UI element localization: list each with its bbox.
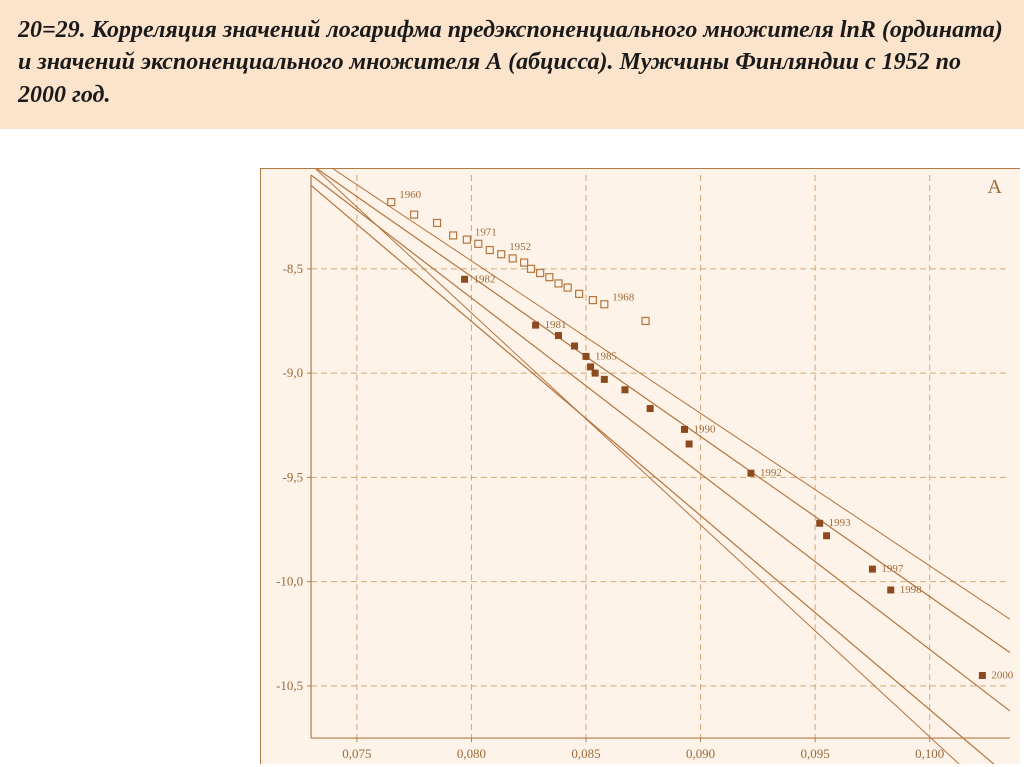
svg-text:0,100: 0,100 [915, 746, 944, 761]
svg-text:1985: 1985 [595, 350, 617, 362]
svg-text:1982: 1982 [474, 273, 496, 285]
svg-text:2000: 2000 [991, 669, 1013, 681]
page-title: 20=29. Корреляция значений логарифма пре… [18, 17, 1003, 108]
svg-text:1990: 1990 [694, 423, 716, 435]
svg-text:-8,5: -8,5 [283, 261, 304, 276]
svg-text:0,090: 0,090 [686, 746, 715, 761]
svg-text:0,075: 0,075 [342, 746, 371, 761]
svg-text:1993: 1993 [829, 517, 851, 529]
svg-text:-10,5: -10,5 [276, 678, 303, 693]
title-box: 20=29. Корреляция значений логарифма пре… [0, 0, 1024, 129]
svg-text:1992: 1992 [760, 467, 782, 479]
svg-text:1981: 1981 [545, 319, 567, 331]
svg-text:0,095: 0,095 [801, 746, 830, 761]
svg-text:-9,5: -9,5 [283, 469, 304, 484]
svg-text:1997: 1997 [881, 563, 903, 575]
svg-text:-9,0: -9,0 [283, 365, 304, 380]
svg-text:A: A [987, 176, 1002, 198]
svg-text:-10,0: -10,0 [276, 574, 303, 589]
svg-text:1960: 1960 [399, 189, 421, 201]
svg-text:1971: 1971 [475, 227, 497, 239]
svg-text:1968: 1968 [612, 291, 634, 303]
svg-text:1952: 1952 [509, 241, 531, 253]
chart-canvas: 1960 1971 1952 1968 1982 1981 1985 1990 1992 1993… [261, 169, 1020, 764]
svg-text:0,080: 0,080 [457, 746, 486, 761]
correlation-chart: 1960 1971 1952 1968 1982 1981 1985 1990 1992 1993… [260, 168, 1020, 764]
svg-text:0,085: 0,085 [571, 746, 600, 761]
svg-text:1998: 1998 [900, 584, 922, 596]
